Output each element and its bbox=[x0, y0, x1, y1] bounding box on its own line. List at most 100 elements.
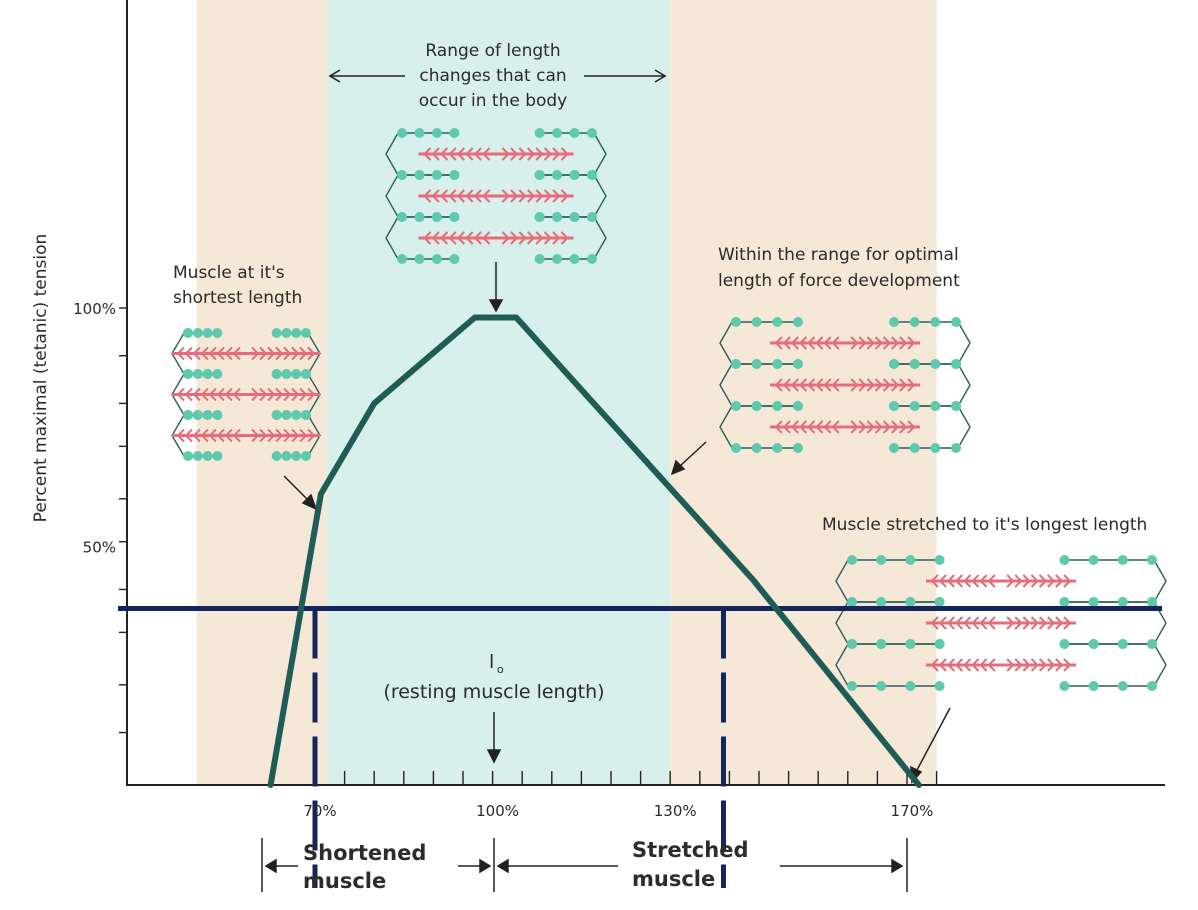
actin-bead bbox=[552, 254, 563, 264]
shortened-label-line-2: muscle bbox=[303, 869, 386, 893]
myosin-head bbox=[987, 574, 996, 588]
actin-bead bbox=[202, 328, 213, 338]
myosin-head bbox=[200, 346, 209, 361]
myosin-head bbox=[1014, 574, 1023, 588]
actin-bead bbox=[909, 401, 920, 411]
myosin-head bbox=[1030, 616, 1039, 630]
z-line bbox=[719, 363, 733, 407]
myosin-head bbox=[465, 231, 474, 245]
myosin-head bbox=[448, 147, 457, 161]
actin-bead bbox=[397, 212, 407, 222]
myosin-head bbox=[518, 147, 527, 161]
actin-bead bbox=[930, 401, 941, 411]
myosin-head bbox=[979, 616, 988, 630]
actin-bead bbox=[271, 410, 282, 420]
actin-bead bbox=[212, 451, 223, 461]
actin-bead bbox=[569, 128, 580, 138]
myosin-head bbox=[251, 387, 260, 402]
actin-bead bbox=[534, 170, 545, 180]
myosin-head bbox=[275, 387, 284, 402]
actin-bead bbox=[301, 451, 311, 461]
actin-bead bbox=[731, 359, 741, 369]
myosin-head bbox=[232, 428, 241, 443]
myosin-head bbox=[192, 346, 201, 361]
actin-bead bbox=[183, 451, 193, 461]
shortened-left-arrow bbox=[264, 858, 298, 874]
myosin-head bbox=[1063, 658, 1072, 672]
myosin-head bbox=[510, 147, 519, 161]
actin-bead bbox=[905, 681, 916, 691]
actin-bead bbox=[876, 681, 887, 691]
myosin-head bbox=[882, 336, 892, 350]
myosin-head bbox=[1006, 616, 1015, 630]
myosin-head bbox=[184, 346, 193, 361]
actin-bead bbox=[431, 254, 442, 264]
x-tick-label-100: 100% bbox=[476, 802, 519, 820]
myosin-head bbox=[790, 378, 799, 392]
actin-bead bbox=[291, 451, 302, 461]
myosin-head bbox=[1063, 616, 1072, 630]
myosin-head bbox=[482, 189, 491, 203]
myosin-head bbox=[1014, 616, 1023, 630]
actin-bead bbox=[930, 317, 941, 327]
actin-bead bbox=[889, 359, 899, 369]
myosin-head bbox=[1047, 658, 1056, 672]
actin-bead bbox=[934, 681, 945, 691]
x-tick-label-130: 130% bbox=[654, 802, 697, 820]
actin-bead bbox=[934, 555, 945, 565]
myosin-head bbox=[439, 147, 449, 161]
actin-bead bbox=[449, 170, 460, 180]
myosin-head bbox=[858, 378, 867, 392]
myosin-head bbox=[874, 336, 883, 350]
actin-bead bbox=[202, 451, 213, 461]
threshold-line bbox=[118, 606, 1162, 888]
actin-bead bbox=[751, 443, 762, 453]
myosin-head bbox=[930, 574, 939, 588]
myosin-head bbox=[552, 189, 561, 203]
actin-bead bbox=[414, 254, 425, 264]
myosin-head bbox=[501, 147, 510, 161]
myosin-head bbox=[907, 336, 916, 350]
shortened-label-line-1: Shortened bbox=[303, 841, 426, 865]
myosin-head bbox=[208, 387, 217, 402]
myosin-head bbox=[1038, 616, 1048, 630]
optimal-label-line-1: Within the range for optimal bbox=[718, 245, 959, 265]
actin-bead bbox=[1059, 639, 1070, 649]
myosin-head bbox=[954, 658, 964, 672]
myosin-head bbox=[473, 147, 482, 161]
myosin-head bbox=[782, 336, 791, 350]
myosin-head bbox=[224, 346, 233, 361]
actin-bead bbox=[414, 128, 425, 138]
actin-bead bbox=[876, 639, 887, 649]
myosin-head bbox=[501, 231, 510, 245]
myosin-head bbox=[527, 189, 536, 203]
myosin-head bbox=[1006, 658, 1015, 672]
myosin-head bbox=[176, 387, 185, 402]
myosin-head bbox=[971, 658, 980, 672]
myosin-head bbox=[954, 574, 964, 588]
actin-bead bbox=[909, 317, 920, 327]
actin-bead bbox=[847, 639, 857, 649]
stretched-left-arrow bbox=[496, 858, 618, 874]
actin-bead bbox=[930, 359, 941, 369]
myosin-head bbox=[216, 387, 225, 402]
range-label-line-2: changes that can bbox=[419, 66, 566, 86]
myosin-head bbox=[866, 336, 875, 350]
myosin-head bbox=[774, 420, 783, 434]
actin-bead bbox=[1147, 681, 1157, 691]
myosin-head bbox=[552, 231, 561, 245]
myosin-head bbox=[1030, 574, 1039, 588]
myosin-head bbox=[299, 387, 308, 402]
myosin-head bbox=[448, 231, 457, 245]
myosin-head bbox=[527, 231, 536, 245]
actin-bead bbox=[1147, 555, 1157, 565]
myosin-head bbox=[815, 420, 824, 434]
actin-bead bbox=[1059, 681, 1070, 691]
myosin-head bbox=[224, 387, 233, 402]
actin-bead bbox=[301, 369, 311, 379]
actin-bead bbox=[731, 443, 741, 453]
myosin-head bbox=[807, 420, 816, 434]
actin-bead bbox=[431, 212, 442, 222]
myosin-head bbox=[200, 428, 209, 443]
actin-bead bbox=[431, 128, 442, 138]
